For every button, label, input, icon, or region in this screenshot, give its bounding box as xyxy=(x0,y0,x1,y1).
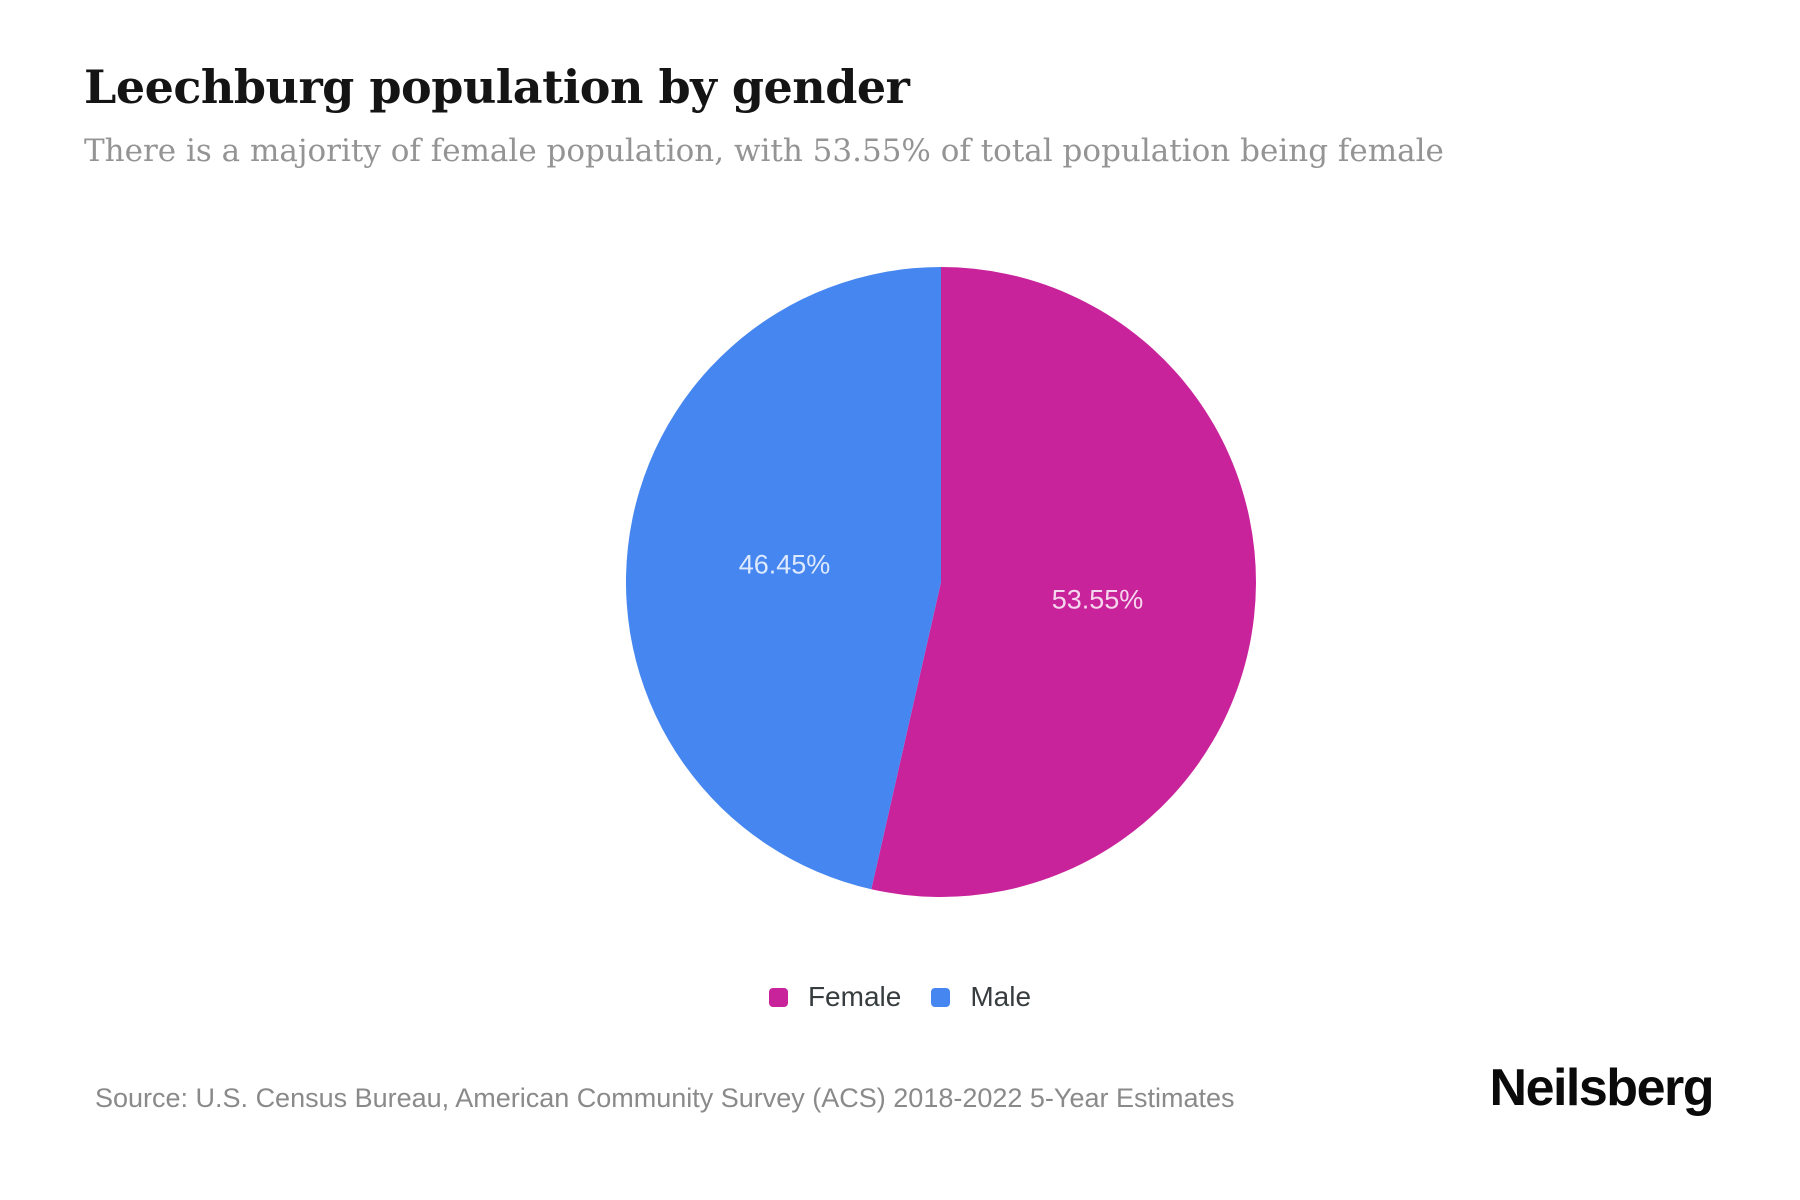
chart-title: Leechburg population by gender xyxy=(84,60,910,114)
chart-legend: Female Male xyxy=(0,975,1800,1019)
legend-label-female: Female xyxy=(807,981,902,1012)
legend-label-male: Male xyxy=(970,981,1032,1012)
male-swatch-icon xyxy=(931,987,951,1007)
chart-subtitle: There is a majority of female population… xyxy=(84,133,1444,169)
source-note: Source: U.S. Census Bureau, American Com… xyxy=(95,1083,1235,1113)
legend-item-male[interactable]: Male xyxy=(931,981,1031,1013)
legend-item-female[interactable]: Female xyxy=(768,981,902,1013)
pie-slice-label-male: 46.45% xyxy=(739,550,831,580)
female-swatch-icon xyxy=(768,987,788,1007)
brand-logo: Neilsberg xyxy=(1489,1059,1715,1117)
pie-chart: 53.55% 46.45% xyxy=(625,267,1256,897)
pie-chart-svg: 53.55% 46.45% xyxy=(625,267,1256,897)
pie-slice-female[interactable] xyxy=(871,267,1256,897)
pie-slice-male[interactable] xyxy=(625,267,941,890)
pie-slice-label-female: 53.55% xyxy=(1052,585,1144,615)
